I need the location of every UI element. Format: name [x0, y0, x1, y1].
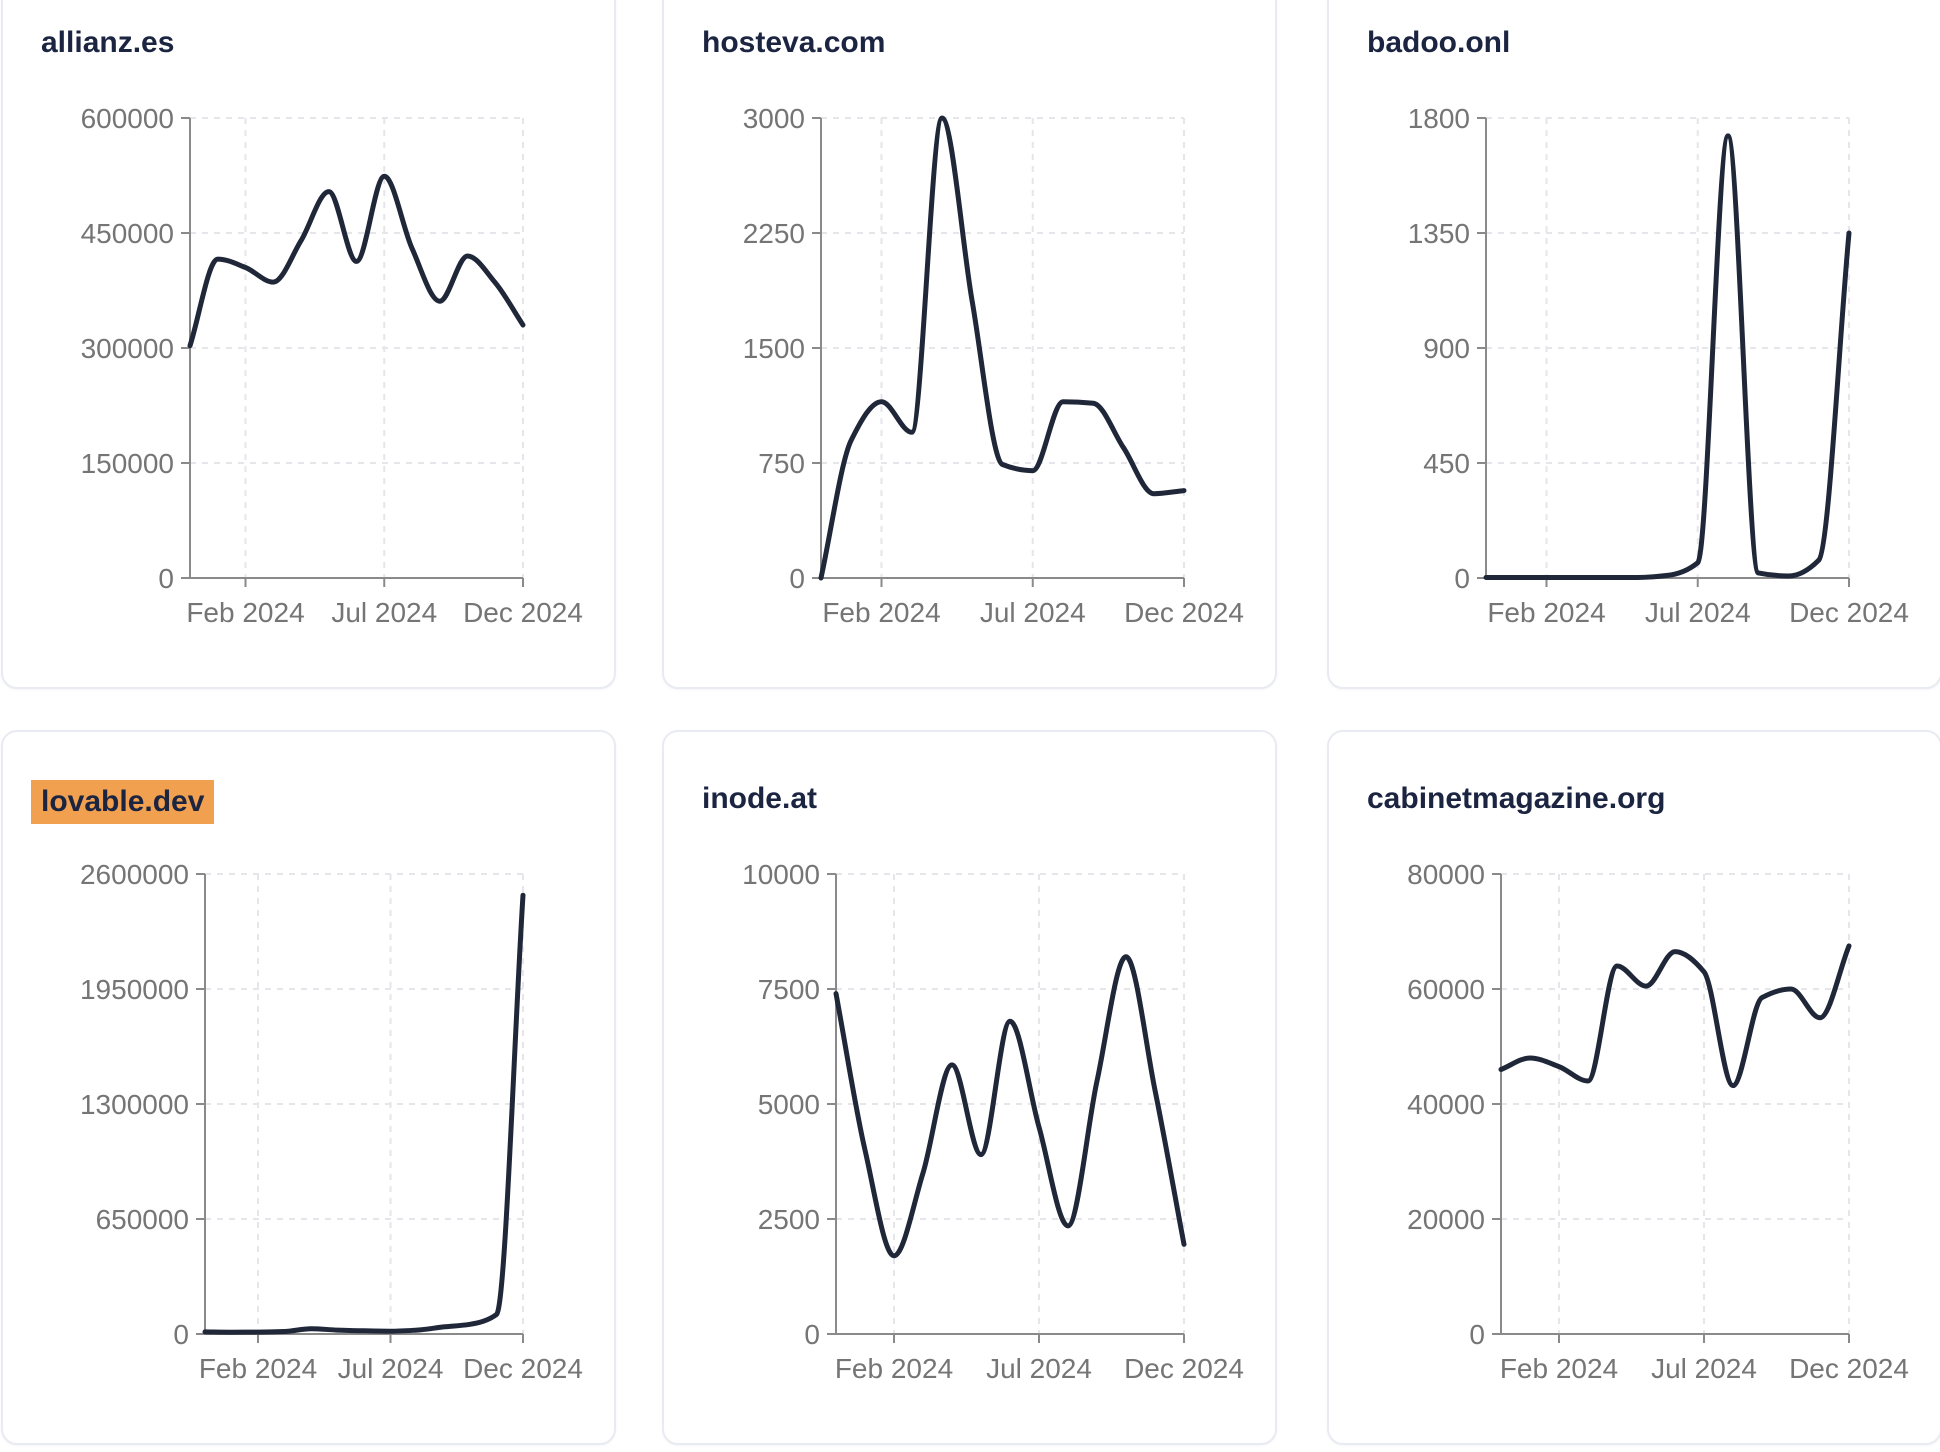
x-tick-label: Jul 2024 — [986, 1353, 1092, 1384]
domain-chart-card-badoo-onl: badoo.onl 0 450 900 1350 1800 Feb 2024 Jul 202… — [1327, 0, 1940, 689]
x-tick-label: Jul 2024 — [331, 597, 437, 628]
y-tick-label: 450000 — [81, 218, 174, 249]
x-tick-label: Dec 2024 — [1124, 1353, 1244, 1384]
x-tick-label: Dec 2024 — [1789, 597, 1909, 628]
x-tick-label: Feb 2024 — [199, 1353, 317, 1384]
domain-chart-card-hosteva-com: hosteva.com 0 750 1500 2250 3000 Feb 2024 Jul … — [662, 0, 1277, 689]
y-tick-label: 2600000 — [80, 859, 189, 890]
y-tick-label: 0 — [1454, 563, 1470, 594]
x-tick-label: Feb 2024 — [186, 597, 304, 628]
y-tick-label: 650000 — [96, 1204, 189, 1235]
card-title-wrap: hosteva.com — [702, 24, 1275, 70]
domain-chart-card-cabinetmagazine-org: cabinetmagazine.org 0 20000 40000 60000 8000… — [1327, 730, 1940, 1445]
y-tick-label: 40000 — [1407, 1089, 1485, 1120]
line-chart: 0 450 900 1350 1800 Feb 2024 Jul 2024 Dec 2024 — [1408, 103, 1909, 628]
domain-title: hosteva.com — [702, 26, 886, 59]
line-chart: 0 150000 300000 450000 600000 Feb 2024 Jul 202… — [81, 103, 583, 628]
series-line — [202, 892, 526, 1335]
y-tick-label: 0 — [1469, 1319, 1485, 1350]
x-tick-label: Jul 2024 — [1651, 1353, 1757, 1384]
line-chart: 0 2500 5000 7500 10000 Feb 2024 Jul 2024 Dec 20… — [742, 859, 1244, 1384]
series-line — [1483, 133, 1852, 580]
y-tick-label: 300000 — [81, 333, 174, 364]
y-tick-label: 150000 — [81, 448, 174, 479]
domain-title: lovable.dev — [31, 780, 215, 824]
card-title-wrap: lovable.dev — [31, 780, 614, 826]
domain-chart-card-allianz-es: allianz.es 0 150000 300000 450000 600000 Feb … — [1, 0, 616, 689]
y-tick-label: 600000 — [81, 103, 174, 134]
y-tick-label: 450 — [1423, 448, 1470, 479]
x-tick-label: Feb 2024 — [835, 1353, 953, 1384]
domain-chart-card-lovable-dev: lovable.dev 0 650000 1300000 1950000 2600000… — [1, 730, 616, 1445]
series-line — [818, 115, 1187, 581]
y-tick-label: 0 — [173, 1319, 189, 1350]
y-tick-label: 60000 — [1407, 974, 1485, 1005]
x-tick-label: Dec 2024 — [463, 597, 583, 628]
y-tick-label: 2250 — [743, 218, 805, 249]
line-chart: 0 750 1500 2250 3000 Feb 2024 Jul 2024 Dec 2024 — [743, 103, 1244, 628]
x-tick-label: Dec 2024 — [1789, 1353, 1909, 1384]
y-tick-label: 1500 — [743, 333, 805, 364]
series-line — [187, 173, 526, 349]
x-tick-label: Dec 2024 — [463, 1353, 583, 1384]
domain-title: cabinetmagazine.org — [1367, 782, 1666, 815]
line-chart: 0 650000 1300000 1950000 2600000 Feb 2024 Jul … — [80, 859, 583, 1384]
domain-chart-card-inode-at: inode.at 0 2500 5000 7500 10000 Feb 2024 Jul 2… — [662, 730, 1277, 1445]
y-tick-label: 20000 — [1407, 1204, 1485, 1235]
y-tick-label: 7500 — [758, 974, 820, 1005]
y-tick-label: 1300000 — [80, 1089, 189, 1120]
y-tick-label: 5000 — [758, 1089, 820, 1120]
y-tick-label: 0 — [789, 563, 805, 594]
x-tick-label: Feb 2024 — [822, 597, 940, 628]
series-line — [833, 954, 1187, 1259]
y-tick-label: 0 — [158, 563, 174, 594]
line-chart: 0 20000 40000 60000 80000 Feb 2024 Jul 2024 Dec… — [1407, 859, 1909, 1384]
y-tick-label: 3000 — [743, 103, 805, 134]
series-line — [1498, 943, 1852, 1089]
y-tick-label: 0 — [804, 1319, 820, 1350]
x-tick-label: Dec 2024 — [1124, 597, 1244, 628]
y-tick-label: 1800 — [1408, 103, 1470, 134]
x-tick-label: Jul 2024 — [1645, 597, 1751, 628]
card-title-wrap: inode.at — [702, 780, 1275, 826]
card-title-wrap: allianz.es — [41, 24, 614, 70]
y-tick-label: 1350 — [1408, 218, 1470, 249]
x-tick-label: Feb 2024 — [1500, 1353, 1618, 1384]
y-tick-label: 2500 — [758, 1204, 820, 1235]
y-tick-label: 900 — [1423, 333, 1470, 364]
y-tick-label: 750 — [758, 448, 805, 479]
x-tick-label: Jul 2024 — [338, 1353, 444, 1384]
domain-title: badoo.onl — [1367, 26, 1511, 59]
card-title-wrap: badoo.onl — [1367, 24, 1940, 70]
y-tick-label: 80000 — [1407, 859, 1485, 890]
y-tick-label: 1950000 — [80, 974, 189, 1005]
domain-title: inode.at — [702, 782, 818, 815]
x-tick-label: Feb 2024 — [1487, 597, 1605, 628]
domain-title: allianz.es — [41, 26, 175, 59]
y-tick-label: 10000 — [742, 859, 820, 890]
card-title-wrap: cabinetmagazine.org — [1367, 780, 1940, 826]
x-tick-label: Jul 2024 — [980, 597, 1086, 628]
